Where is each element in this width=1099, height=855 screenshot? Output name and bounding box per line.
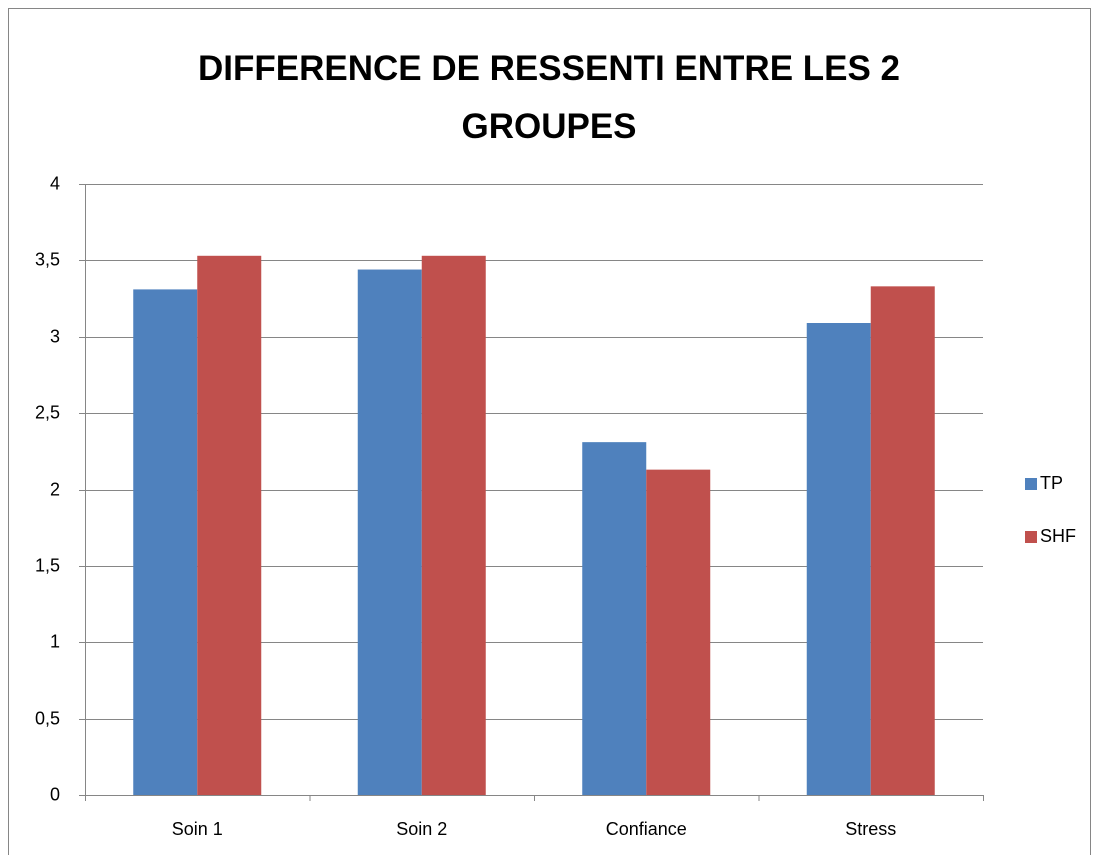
legend-swatch bbox=[1025, 478, 1037, 490]
y-tick-label: 0 bbox=[50, 784, 60, 804]
chart-title: DIFFERENCE DE RESSENTI ENTRE LES 2 GROUP… bbox=[197, 49, 901, 146]
legend-label: TP bbox=[1040, 473, 1063, 493]
y-tick-label: 2 bbox=[50, 479, 60, 499]
chart-border bbox=[8, 8, 1091, 855]
bar bbox=[582, 442, 647, 795]
bar bbox=[197, 255, 262, 796]
y-tick-label: 2,5 bbox=[35, 402, 60, 422]
bar bbox=[646, 469, 711, 795]
bar bbox=[806, 323, 871, 795]
bar bbox=[421, 255, 486, 796]
y-tick-label: 4 bbox=[50, 173, 60, 193]
y-tick-label: 0,5 bbox=[35, 708, 60, 728]
bar bbox=[870, 286, 935, 795]
y-tick-label: 3,5 bbox=[35, 249, 60, 269]
bar bbox=[133, 289, 198, 795]
y-tick-label: 1,5 bbox=[35, 555, 60, 575]
legend-label: SHF bbox=[1040, 526, 1076, 546]
bar bbox=[357, 269, 422, 795]
x-tick-label: Soin 1 bbox=[172, 819, 223, 839]
y-tick-label: 1 bbox=[50, 631, 60, 651]
x-tick-label: Stress bbox=[845, 819, 896, 839]
y-tick-label: 3 bbox=[50, 326, 60, 346]
legend-swatch bbox=[1025, 531, 1037, 543]
x-tick-label: Confiance bbox=[606, 819, 687, 839]
x-tick-label: Soin 2 bbox=[396, 819, 447, 839]
